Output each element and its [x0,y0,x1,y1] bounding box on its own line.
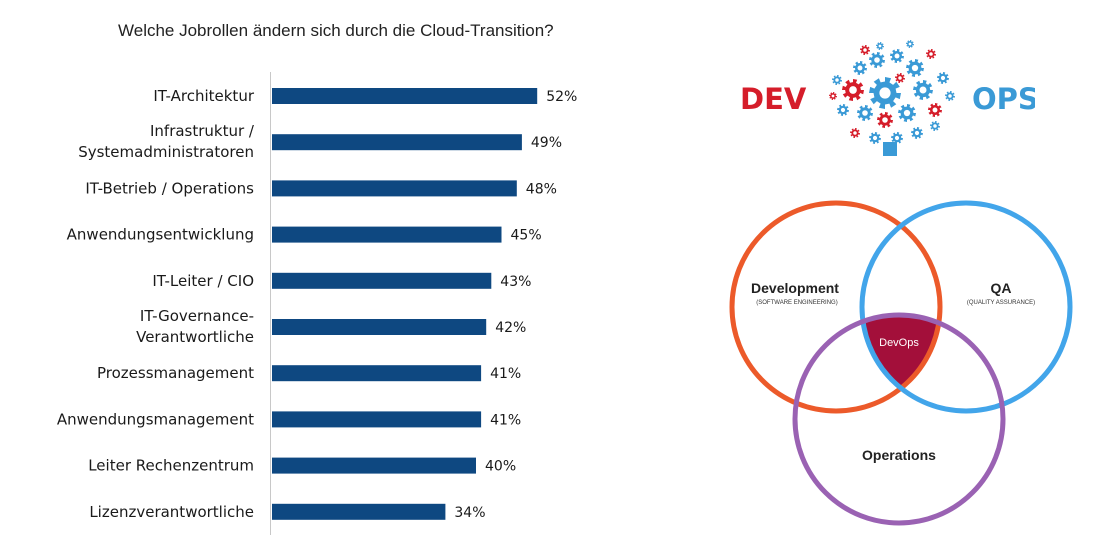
bar [272,457,476,474]
brain-gears-icon [829,40,955,156]
gear-icon [906,59,924,77]
development-title: Development [751,280,839,296]
devops-center-label: DevOps [879,337,919,349]
bar [272,365,482,382]
category-label: Leiter Rechenzentrum [88,457,254,475]
chart-title: Welche Jobrollen ändern sich durch die C… [118,21,554,40]
bar-value-label: 48% [526,181,557,197]
gear-icon [837,104,849,116]
bar [272,411,482,428]
category-label: Verantwortliche [136,328,254,346]
gear-icon [913,80,933,100]
qa-circle [859,200,1073,414]
brain-stem [883,142,897,156]
gear-icon [850,128,860,138]
gear-icon [898,104,916,122]
category-label: IT-Betrieb / Operations [85,179,254,197]
bar-value-label: 40% [485,459,516,475]
category-label: IT-Leiter / CIO [152,272,254,290]
category-label: IT-Governance- [140,307,254,325]
gear-icon [876,42,884,50]
category-label: Systemadministratoren [78,143,254,161]
gear-icon [891,132,903,144]
gear-icon [853,61,867,75]
bar [272,503,446,520]
category-label: Anwendungsentwicklung [67,226,254,244]
gear-icon [857,105,873,121]
gear-icon [930,121,940,131]
category-label: Infrastruktur / [150,122,255,140]
bar-value-label: 41% [490,412,521,428]
bar-chart: 52% IT-Architektur 49% Infrastruktur / Syste… [57,72,577,535]
bar-value-label: 45% [511,228,542,244]
bar-value-label: 52% [546,89,577,105]
logo-dev-text: DEV [740,82,807,116]
gear-icon [937,72,949,84]
development-circle [729,200,943,414]
gear-icon [829,92,837,100]
gear-icon [906,40,914,48]
gear-icon [890,49,904,63]
bar-value-label: 41% [490,366,521,382]
qa-subtitle: (QUALITY ASSURANCE) [967,300,1035,306]
gear-icon [877,112,893,128]
gear-icon [945,91,955,101]
development-subtitle: (SOFTWARE ENGINEERING) [756,300,837,306]
gear-icon [832,75,842,85]
bar-value-label: 49% [531,135,562,151]
gear-icon [926,49,936,59]
bar-value-label: 42% [495,320,526,336]
gear-icon [860,45,870,55]
bar-value-label: 34% [454,505,485,521]
bar [272,319,487,335]
bar [272,180,517,197]
qa-title: QA [991,280,1012,296]
devops-logo: DEV OPS [740,40,1035,156]
bar [272,226,502,243]
gear-icon [928,103,942,117]
bar-value-label: 43% [500,274,531,290]
bar [272,134,522,151]
gear-icon [869,77,901,109]
gear-icon [911,127,923,139]
gear-icon [895,73,905,83]
devops-venn-diagram: Development (SOFTWARE ENGINEERING) QA (Q… [729,200,1073,526]
category-label: Prozessmanagement [97,364,254,382]
category-label: Anwendungsmanagement [57,410,254,428]
operations-circle [792,312,1006,526]
category-label: IT-Architektur [153,87,254,105]
category-label: Lizenzverantwortliche [89,503,254,521]
gear-icon [842,79,864,101]
logo-ops-text: OPS [972,82,1035,116]
gear-icon [869,132,881,144]
operations-title: Operations [862,447,936,463]
bar [272,88,538,104]
bar [272,272,492,289]
gear-icon [869,52,885,68]
